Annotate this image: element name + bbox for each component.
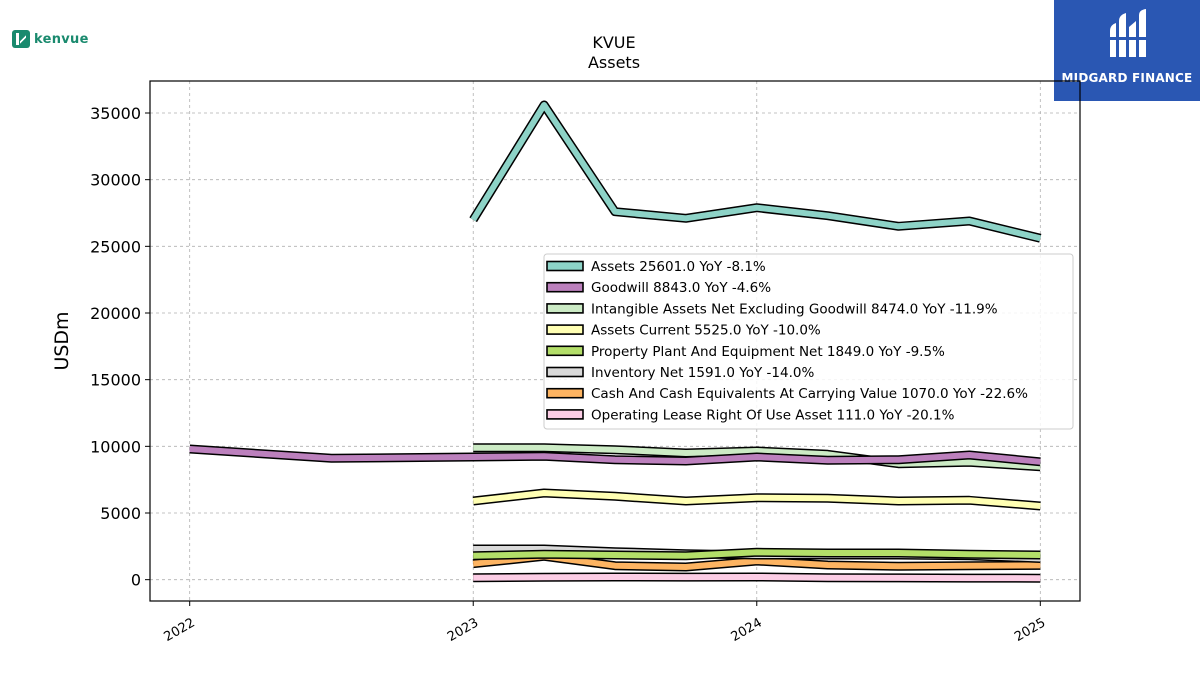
legend-swatch [546, 303, 584, 314]
series-line-fill [473, 549, 1041, 559]
y-tick-label: 15000 [90, 371, 141, 390]
legend-label: Cash And Cash Equivalents At Carrying Va… [591, 386, 1028, 402]
series-line-fill [473, 444, 1041, 470]
series-line-fill [473, 574, 1041, 582]
legend-label: Assets 25601.0 YoY -8.1% [591, 259, 766, 275]
legend-label: Operating Lease Right Of Use Asset 111.0… [591, 407, 955, 423]
kenvue-wordmark: kenvue [34, 31, 89, 47]
series-line [473, 443, 1041, 472]
series-line-fill [472, 553, 1041, 570]
legend-swatch [546, 281, 584, 293]
y-axis-label: USDm [51, 311, 73, 370]
y-tick-label: 5000 [100, 504, 141, 523]
legend-label: Property Plant And Equipment Net 1849.0 … [591, 344, 945, 360]
series-line [473, 547, 1041, 561]
legend-box [543, 253, 1074, 430]
midgard-finance-logo: MIDGARD FINANCE [1054, 0, 1200, 101]
series-line [189, 444, 1041, 467]
legend-label: Inventory Net 1591.0 YoY -14.0% [591, 365, 814, 381]
legend-swatch [546, 324, 584, 335]
y-tick-label: 10000 [90, 437, 141, 456]
midgard-wordmark: MIDGARD FINANCE [1061, 71, 1193, 85]
legend-label: Assets Current 5525.0 YoY -10.0% [591, 323, 821, 339]
chart-title: KVUE [592, 33, 635, 52]
kenvue-logo: kenvue [12, 30, 89, 48]
legend-swatch [546, 345, 584, 357]
midgard-logo-mark [1108, 9, 1148, 57]
x-tick-label: 2022 [162, 615, 198, 645]
series-line [472, 488, 1041, 511]
series-line [473, 572, 1041, 583]
series-line-fill [470, 102, 1042, 242]
series-line-fill [472, 490, 1041, 509]
legend-swatch [546, 387, 584, 399]
x-tick-label: 2025 [1012, 615, 1048, 645]
y-tick-label: 25000 [90, 237, 141, 256]
y-tick-label: 35000 [90, 104, 141, 123]
legend-label: Goodwill 8843.0 YoY -4.6% [591, 280, 771, 296]
x-tick-label: 2024 [729, 615, 765, 645]
legend-swatch [546, 366, 584, 378]
legend: Assets 25601.0 YoY -8.1% Goodwill 8843.0 … [543, 253, 1074, 430]
x-tick-label: 2023 [445, 615, 481, 645]
y-tick-label: 20000 [90, 304, 141, 323]
kenvue-logo-mark [12, 30, 30, 48]
series-line [472, 551, 1041, 572]
y-tick-label: 30000 [90, 171, 141, 190]
legend-label: Intangible Assets Net Excluding Goodwill… [591, 301, 998, 317]
series-line-fill [189, 446, 1041, 465]
series-lines [189, 100, 1042, 583]
legend-swatch [546, 409, 584, 420]
y-tick-label: 0 [131, 571, 141, 590]
chart-subtitle: Assets [588, 53, 640, 72]
legend-swatch [546, 260, 584, 272]
series-line [469, 100, 1042, 243]
plot-frame [149, 80, 1081, 602]
